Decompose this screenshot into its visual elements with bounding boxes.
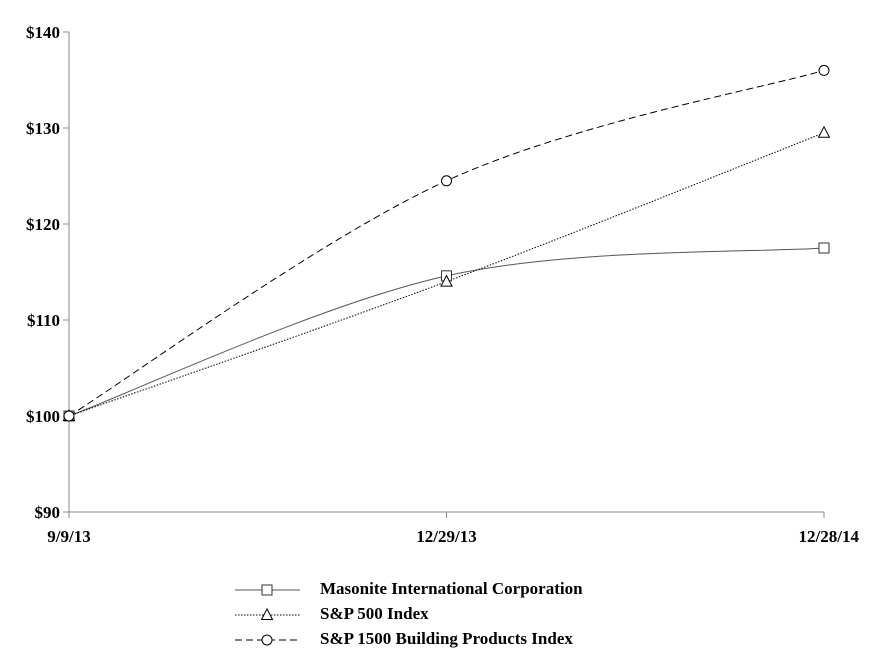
legend-label-masonite: Masonite International Corporation	[320, 579, 583, 598]
y-tick-label: $90	[35, 503, 61, 522]
data-point-triangle	[440, 274, 453, 287]
legend-sample-masonite	[235, 584, 300, 596]
legend-sample-sp500	[235, 607, 300, 620]
y-tick-label: $110	[27, 311, 60, 330]
y-axis-ticks: $90 $100 $110 $120 $130 $140	[26, 23, 69, 522]
y-tick-label: $140	[26, 23, 60, 42]
line-chart: $90 $100 $110 $120 $130 $140 9/9/13 12/29/13 12…	[26, 23, 859, 546]
legend-label-sp1500-building: S&P 1500 Building Products Index	[320, 629, 573, 648]
legend-marker-triangle-icon	[260, 607, 274, 620]
x-tick-label: 12/28/14	[799, 527, 860, 546]
legend-marker-circle-icon	[261, 634, 273, 646]
chart-legend: Masonite International Corporation S&P 5…	[230, 578, 790, 653]
data-point-circle	[441, 175, 452, 187]
y-tick-label: $130	[26, 119, 60, 138]
legend-marker-square-icon	[261, 584, 273, 596]
legend-item-sp1500-building: S&P 1500 Building Products Index	[230, 628, 790, 653]
legend-item-sp500: S&P 500 Index	[230, 603, 790, 628]
data-point-circle	[818, 64, 830, 76]
legend-sample-sp1500-building	[235, 634, 300, 646]
series-lines	[68, 69, 825, 417]
legend-label-sp500: S&P 500 Index	[320, 604, 429, 623]
x-axis-ticks: 9/9/13 12/29/13 12/28/14	[47, 512, 859, 546]
y-tick-label: $100	[26, 407, 60, 426]
x-tick-label: 9/9/13	[47, 527, 90, 546]
data-point-square	[818, 242, 830, 254]
legend-item-masonite: Masonite International Corporation	[230, 578, 790, 603]
series-line-circle	[68, 69, 825, 417]
data-point-circle	[63, 410, 75, 422]
data-point-triangle	[817, 125, 831, 138]
x-tick-label: 12/29/13	[416, 527, 476, 546]
y-tick-label: $120	[26, 215, 60, 234]
series-markers	[62, 64, 831, 422]
